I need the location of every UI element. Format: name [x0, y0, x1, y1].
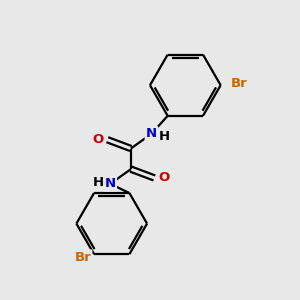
Text: Br: Br [74, 251, 91, 264]
Text: O: O [92, 133, 104, 146]
Text: Br: Br [231, 77, 248, 90]
Text: H: H [92, 176, 104, 189]
Text: N: N [105, 177, 116, 190]
Text: N: N [146, 127, 157, 140]
Text: H: H [158, 130, 169, 143]
Text: O: O [158, 172, 169, 184]
